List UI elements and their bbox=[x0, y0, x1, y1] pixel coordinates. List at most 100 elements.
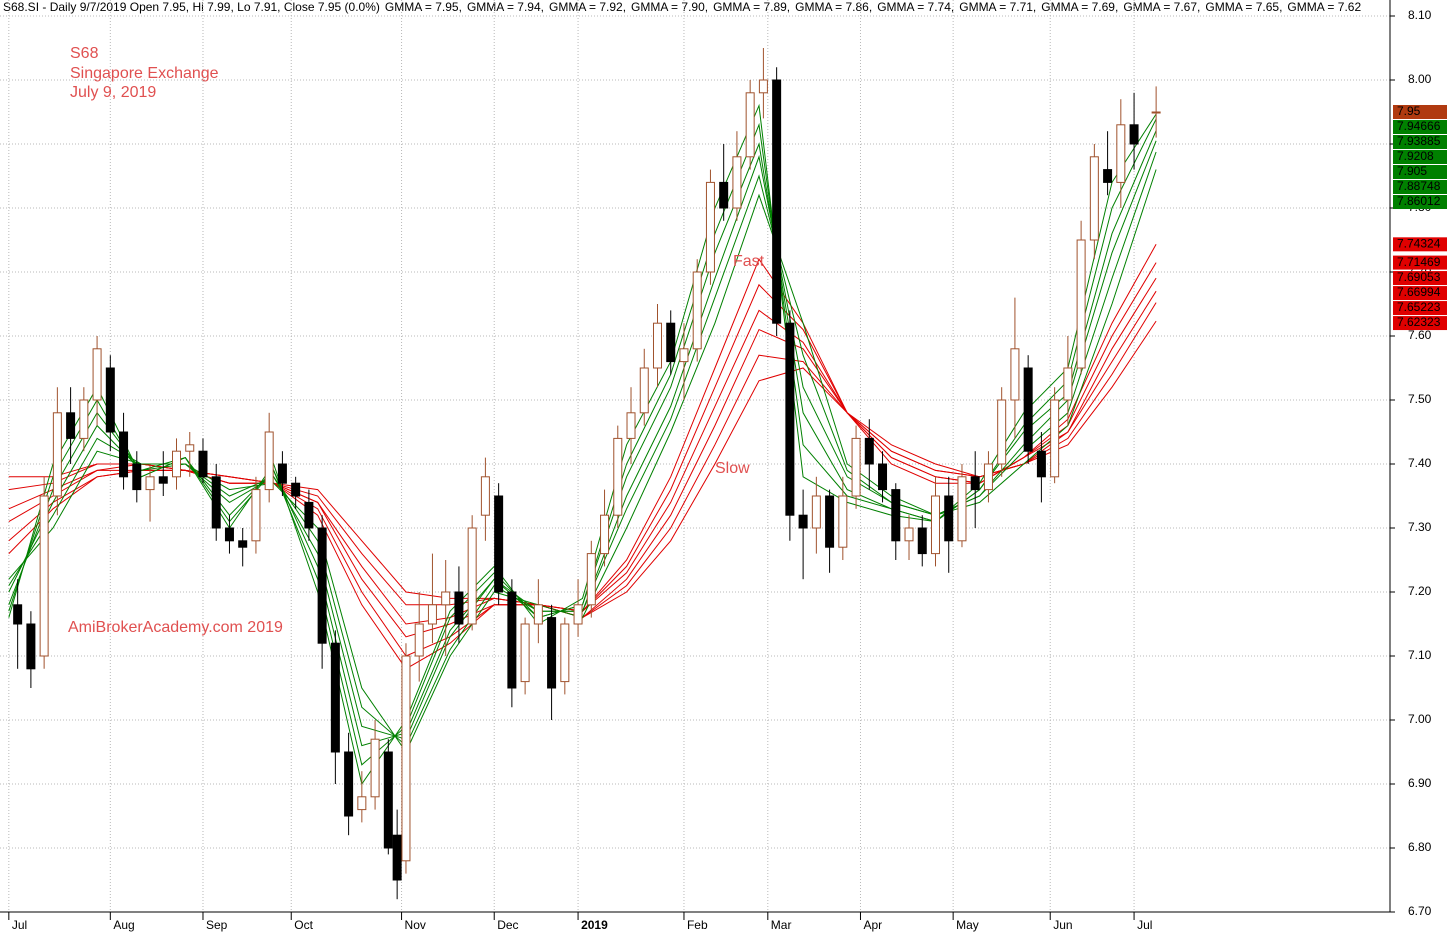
candle-body bbox=[39, 495, 49, 657]
value-tag bbox=[1393, 150, 1447, 164]
annotation: AmiBrokerAcademy.com 2019 bbox=[68, 619, 283, 636]
candle-body bbox=[454, 591, 464, 625]
annotation: Fast bbox=[733, 253, 765, 270]
value-tag-label: 7.66994 bbox=[1397, 285, 1441, 299]
value-tag-label: 7.71469 bbox=[1397, 255, 1441, 269]
y-tick-label: 7.30 bbox=[1408, 520, 1432, 534]
value-tag bbox=[1393, 195, 1447, 209]
x-tick-label: Jul bbox=[1137, 918, 1152, 932]
annotation: Slow bbox=[715, 460, 750, 477]
candle-body bbox=[600, 514, 610, 555]
candle-body bbox=[891, 489, 901, 542]
candle-body bbox=[798, 514, 808, 529]
candle-body bbox=[745, 92, 755, 158]
candle-body bbox=[1063, 367, 1073, 401]
x-tick-label: Jun bbox=[1053, 918, 1072, 932]
value-tag bbox=[1393, 255, 1447, 270]
y-tick-label: 7.50 bbox=[1408, 392, 1432, 406]
candle-body bbox=[652, 322, 662, 369]
candle-body bbox=[957, 476, 967, 542]
x-tick-label: Sep bbox=[206, 918, 228, 932]
candle-body bbox=[480, 476, 490, 516]
candle-body bbox=[639, 367, 649, 414]
candle-body bbox=[238, 540, 248, 548]
candle-body bbox=[172, 450, 182, 478]
candle-body bbox=[520, 623, 530, 683]
value-tag-label: 7.69053 bbox=[1397, 270, 1441, 284]
header-gmma: GMMA = 7.65, bbox=[1205, 0, 1282, 14]
candle-body bbox=[547, 617, 557, 689]
y-tick-label: 7.10 bbox=[1408, 648, 1432, 662]
candle-body bbox=[930, 495, 940, 555]
candle-body bbox=[705, 181, 715, 273]
candle-body bbox=[1103, 169, 1113, 183]
candle-body bbox=[758, 79, 768, 94]
candle-body bbox=[1089, 156, 1099, 241]
candle-body bbox=[211, 476, 221, 529]
x-tick-label: Apr bbox=[863, 918, 882, 932]
value-tag-label: 7.88748 bbox=[1397, 179, 1441, 193]
candle-body bbox=[679, 348, 689, 363]
candle-body bbox=[494, 495, 504, 593]
candle-body bbox=[92, 348, 102, 401]
header-gmma: GMMA = 7.62 bbox=[1287, 0, 1361, 14]
y-tick-label: 6.70 bbox=[1408, 904, 1432, 918]
header-gmma: GMMA = 7.71, bbox=[959, 0, 1036, 14]
candle-body bbox=[1036, 450, 1046, 478]
candle-body bbox=[970, 476, 980, 491]
value-tag bbox=[1393, 165, 1447, 179]
x-tick-label: 2019 bbox=[581, 918, 608, 932]
candle-body bbox=[357, 796, 367, 811]
value-tag bbox=[1393, 180, 1447, 194]
header-gmma: GMMA = 7.94, bbox=[467, 0, 544, 14]
candle-body bbox=[198, 450, 208, 478]
value-tag bbox=[1393, 120, 1447, 134]
candle-body bbox=[772, 79, 782, 324]
header-gmma: GMMA = 7.67, bbox=[1123, 0, 1200, 14]
x-tick-label: May bbox=[956, 918, 979, 932]
candle-body bbox=[1076, 239, 1086, 369]
value-tag-label: 7.62323 bbox=[1397, 315, 1441, 329]
candle-body bbox=[944, 495, 954, 542]
annotation: S68 bbox=[70, 45, 99, 62]
candle-body bbox=[277, 463, 287, 484]
candle-body bbox=[1010, 348, 1020, 401]
candle-body bbox=[785, 322, 795, 516]
candle-body bbox=[383, 751, 393, 849]
value-tag-label: 7.93885 bbox=[1397, 134, 1441, 148]
candle-body bbox=[692, 271, 702, 350]
header-gmma: GMMA = 7.90, bbox=[631, 0, 708, 14]
candle-body bbox=[185, 444, 195, 452]
candle-body bbox=[145, 476, 155, 491]
candle-body bbox=[825, 495, 835, 548]
value-tag-label: 7.905 bbox=[1397, 164, 1427, 178]
candle-body bbox=[719, 181, 729, 209]
y-tick-label: 8.00 bbox=[1408, 72, 1432, 86]
candle-body bbox=[158, 476, 168, 484]
candle-body bbox=[79, 399, 89, 439]
candle-body bbox=[224, 527, 234, 542]
candle-body bbox=[427, 604, 437, 625]
candle-body bbox=[304, 501, 314, 529]
x-tick-label: Aug bbox=[113, 918, 134, 932]
value-tag-label: 7.74324 bbox=[1397, 236, 1441, 250]
candle-body bbox=[251, 489, 261, 542]
header-gmma: GMMA = 7.69, bbox=[1041, 0, 1118, 14]
candle-body bbox=[573, 604, 583, 625]
x-tick-label: Nov bbox=[405, 918, 426, 932]
x-tick-label: Oct bbox=[294, 918, 313, 932]
candle-body bbox=[1116, 124, 1126, 183]
candle-body bbox=[441, 591, 451, 606]
x-tick-label: Mar bbox=[771, 918, 792, 932]
value-tag bbox=[1393, 316, 1447, 331]
candle-body bbox=[392, 834, 402, 881]
candle-body bbox=[732, 156, 742, 209]
candle-body bbox=[864, 437, 874, 465]
candle-body bbox=[1023, 367, 1033, 452]
value-tag-label: 7.95 bbox=[1397, 104, 1421, 118]
x-tick-label: Feb bbox=[687, 918, 708, 932]
candle-body bbox=[52, 412, 62, 497]
candle-body bbox=[291, 482, 301, 497]
candle-body bbox=[586, 553, 596, 606]
